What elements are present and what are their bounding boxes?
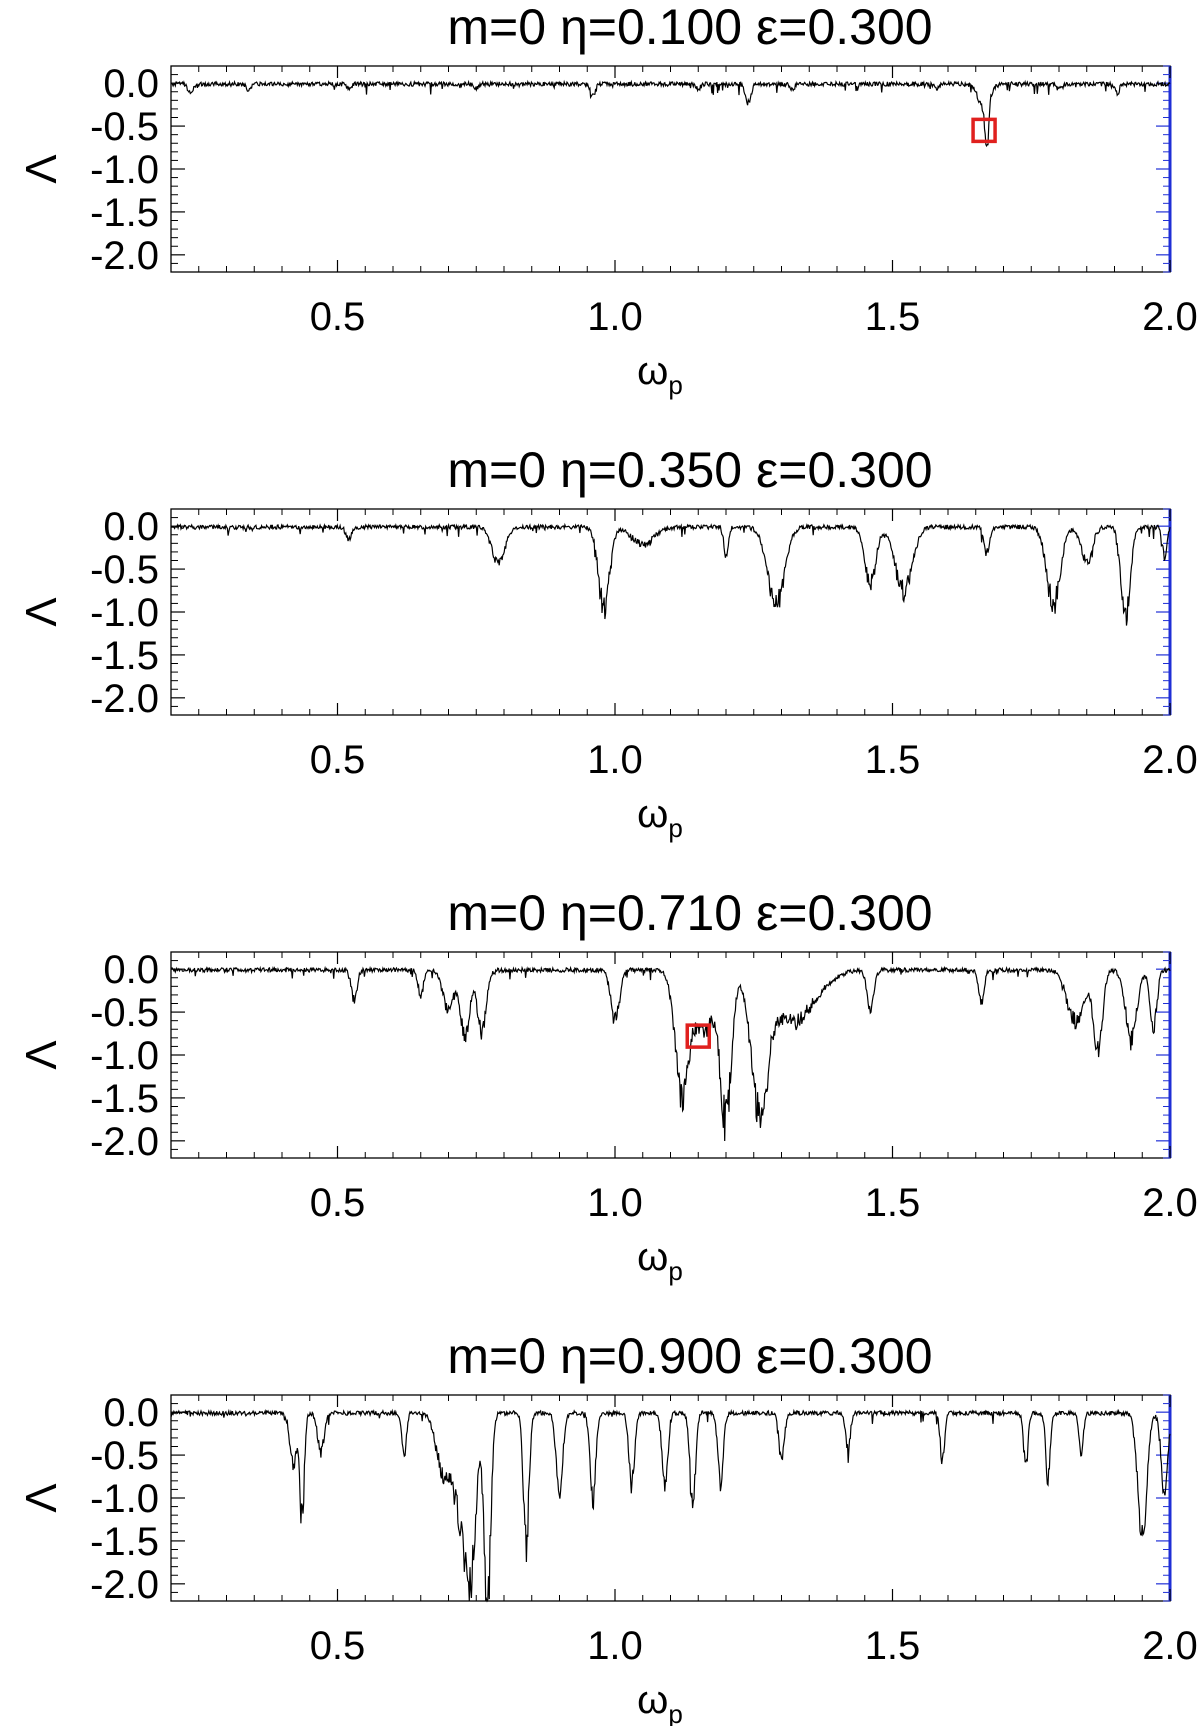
x-tick-label: 1.0	[587, 1624, 643, 1668]
y-tick-label: 0.0	[103, 505, 159, 549]
y-tick-label: -1.0	[90, 1477, 159, 1521]
x-axis-label: ωp	[637, 1235, 683, 1286]
x-axis-label-symbol: ω	[637, 792, 668, 836]
x-tick-label: 2.0	[1142, 1624, 1198, 1668]
x-tick-label: 0.5	[310, 1181, 366, 1225]
y-tick-label: -0.5	[90, 1434, 159, 1478]
y-tick-label: -0.5	[90, 105, 159, 149]
y-tick-label: 0.0	[103, 1391, 159, 1435]
y-tick-label: 0.0	[103, 62, 159, 106]
x-axis-label-subscript: p	[668, 1256, 682, 1286]
y-tick-label: -1.5	[90, 634, 159, 678]
x-axis-label-symbol: ω	[637, 1235, 668, 1279]
data-line	[170, 79, 1171, 148]
x-axis-label: ωp	[637, 792, 683, 843]
marker-square	[971, 117, 997, 144]
y-tick-label: -2.0	[90, 1120, 159, 1164]
x-tick-label: 1.5	[865, 1181, 921, 1225]
x-tick-label: 1.0	[587, 1181, 643, 1225]
x-axis-label-subscript: p	[668, 813, 682, 843]
data-line	[170, 522, 1171, 626]
panel-title: m=0 η=0.350 ε=0.300	[447, 442, 932, 498]
plot-frame	[170, 508, 1171, 716]
y-tick-label: -2.0	[90, 234, 159, 278]
y-tick-label: -0.5	[90, 991, 159, 1035]
x-axis-label-subscript: p	[668, 1699, 682, 1726]
x-tick-label: 0.5	[310, 738, 366, 782]
y-axis-label: Λ	[17, 1483, 66, 1513]
marker-square	[685, 1023, 711, 1049]
data-line	[170, 1408, 1171, 1603]
y-tick-label: -1.0	[90, 148, 159, 192]
x-axis-label-symbol: ω	[637, 1678, 668, 1722]
plot-frame	[170, 65, 1171, 273]
y-tick-label: -2.0	[90, 677, 159, 721]
y-tick-label: -1.0	[90, 1034, 159, 1078]
data-line	[170, 965, 1171, 1142]
y-axis-label: Λ	[17, 154, 66, 184]
x-axis-label-subscript: p	[668, 370, 682, 400]
y-tick-label: -1.0	[90, 591, 159, 635]
x-tick-label: 0.5	[310, 1624, 366, 1668]
y-tick-label: -1.5	[90, 1520, 159, 1564]
x-tick-label: 1.5	[865, 738, 921, 782]
x-axis-label-symbol: ω	[637, 349, 668, 393]
panel-title: m=0 η=0.900 ε=0.300	[447, 1328, 932, 1384]
x-tick-label: 2.0	[1142, 295, 1198, 339]
x-axis-label: ωp	[637, 349, 683, 400]
y-axis-label: Λ	[17, 597, 66, 627]
y-tick-label: 0.0	[103, 948, 159, 992]
y-tick-label: -1.5	[90, 191, 159, 235]
panel-title: m=0 η=0.100 ε=0.300	[447, 0, 932, 55]
x-tick-label: 1.5	[865, 295, 921, 339]
y-tick-label: -1.5	[90, 1077, 159, 1121]
y-tick-label: -0.5	[90, 548, 159, 592]
x-tick-label: 1.0	[587, 295, 643, 339]
x-tick-label: 2.0	[1142, 738, 1198, 782]
x-tick-label: 1.5	[865, 1624, 921, 1668]
panel-title: m=0 η=0.710 ε=0.300	[447, 885, 932, 941]
x-axis-label: ωp	[637, 1678, 683, 1726]
x-tick-label: 1.0	[587, 738, 643, 782]
y-axis-label: Λ	[17, 1040, 66, 1070]
plot-frame	[170, 951, 1171, 1159]
y-tick-label: -2.0	[90, 1563, 159, 1607]
x-tick-label: 0.5	[310, 295, 366, 339]
x-tick-label: 2.0	[1142, 1181, 1198, 1225]
